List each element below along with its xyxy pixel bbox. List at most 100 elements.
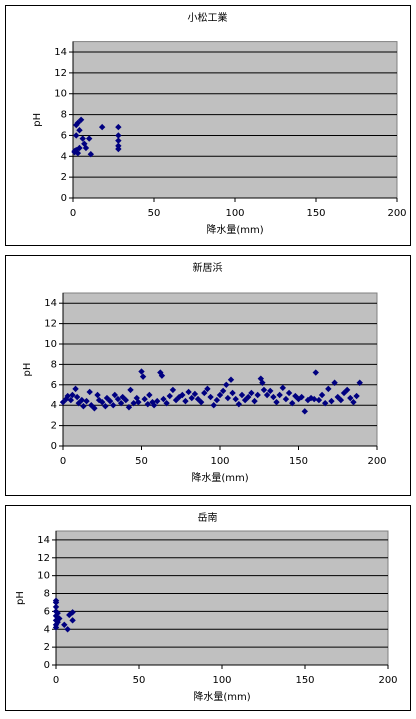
data-point xyxy=(347,394,354,402)
y-tick-label: 12 xyxy=(37,553,50,564)
data-point xyxy=(135,398,142,406)
data-point xyxy=(138,368,145,375)
data-point xyxy=(98,123,106,131)
data-point xyxy=(229,389,236,397)
data-point xyxy=(219,387,227,395)
data-point xyxy=(74,149,82,157)
data-point xyxy=(81,140,88,147)
data-point xyxy=(66,611,73,619)
data-point xyxy=(259,379,266,386)
plot-area xyxy=(72,41,398,199)
data-point xyxy=(122,396,129,404)
y-tick-label: 14 xyxy=(44,298,57,309)
y-tick-label: 4 xyxy=(61,151,67,162)
data-point xyxy=(115,123,122,131)
x-tick-label: 200 xyxy=(387,208,406,219)
data-point xyxy=(94,391,101,399)
data-point xyxy=(64,626,71,633)
chart-title: 小松工業 xyxy=(188,11,228,24)
data-point xyxy=(75,399,82,407)
y-tick-label: 4 xyxy=(51,400,57,411)
x-tick-label: 150 xyxy=(289,456,308,467)
data-point xyxy=(285,389,293,397)
plot-area xyxy=(55,530,389,666)
data-point xyxy=(115,145,122,153)
data-point xyxy=(325,385,332,393)
data-point xyxy=(87,151,95,158)
data-point xyxy=(77,116,85,123)
data-point xyxy=(210,402,217,409)
data-point xyxy=(251,397,258,405)
data-point xyxy=(350,398,357,406)
x-axis-label: 降水量(mm) xyxy=(193,690,250,703)
data-point xyxy=(157,369,164,376)
data-point xyxy=(72,385,79,393)
data-point xyxy=(73,132,80,139)
y-tick-label: 10 xyxy=(54,89,67,100)
data-point xyxy=(146,391,153,399)
data-point xyxy=(111,391,119,399)
data-point xyxy=(185,388,192,396)
data-point xyxy=(204,385,211,393)
data-point xyxy=(80,403,87,410)
y-tick-label: 14 xyxy=(54,47,67,58)
data-point xyxy=(353,392,360,400)
data-point xyxy=(76,144,83,152)
data-point xyxy=(207,393,214,401)
y-tick-label: 0 xyxy=(44,660,50,671)
data-point xyxy=(73,393,81,401)
x-tick-label: 0 xyxy=(60,456,66,467)
data-point xyxy=(343,386,351,394)
data-point xyxy=(331,379,338,386)
y-tick-label: 12 xyxy=(44,319,57,330)
y-tick-label: 2 xyxy=(51,421,57,432)
x-axis-label: 降水量(mm) xyxy=(206,223,263,236)
data-point xyxy=(356,379,363,386)
x-tick-label: 0 xyxy=(53,675,59,686)
data-point xyxy=(83,397,90,405)
y-tick-label: 2 xyxy=(61,172,67,183)
data-point xyxy=(238,391,246,399)
y-tick-label: 12 xyxy=(54,68,67,79)
y-tick-label: 8 xyxy=(51,359,57,370)
data-point xyxy=(298,393,305,401)
data-point xyxy=(61,621,68,628)
data-point xyxy=(267,387,274,395)
data-point xyxy=(154,397,161,405)
y-tick-label: 0 xyxy=(61,193,67,204)
data-point xyxy=(127,386,134,394)
data-point xyxy=(197,398,205,406)
data-point xyxy=(260,386,268,394)
y-axis-label: pH xyxy=(32,113,43,127)
x-tick-label: 0 xyxy=(70,208,76,219)
data-point xyxy=(223,381,230,388)
x-tick-label: 200 xyxy=(367,456,386,467)
data-point xyxy=(114,395,122,403)
data-point xyxy=(318,391,326,399)
y-tick-label: 6 xyxy=(61,130,67,141)
data-point xyxy=(263,391,271,399)
data-point xyxy=(224,394,232,402)
data-point xyxy=(110,402,117,409)
data-point xyxy=(328,397,335,405)
data-point xyxy=(213,396,221,404)
data-point xyxy=(282,395,290,403)
data-point xyxy=(86,135,93,142)
x-tick-label: 50 xyxy=(133,675,146,686)
x-tick-label: 150 xyxy=(306,208,325,219)
data-point xyxy=(169,386,177,394)
data-point xyxy=(69,391,76,399)
x-tick-label: 200 xyxy=(378,675,397,686)
data-point xyxy=(179,391,186,399)
data-point xyxy=(64,392,71,400)
x-tick-label: 100 xyxy=(210,456,229,467)
data-point xyxy=(115,137,122,144)
plot-area xyxy=(62,292,378,447)
data-point xyxy=(74,119,82,127)
y-tick-label: 4 xyxy=(44,624,50,635)
data-point xyxy=(102,403,109,410)
data-point xyxy=(117,399,125,407)
data-point xyxy=(73,121,80,129)
data-point xyxy=(106,397,114,405)
data-point xyxy=(321,399,329,407)
